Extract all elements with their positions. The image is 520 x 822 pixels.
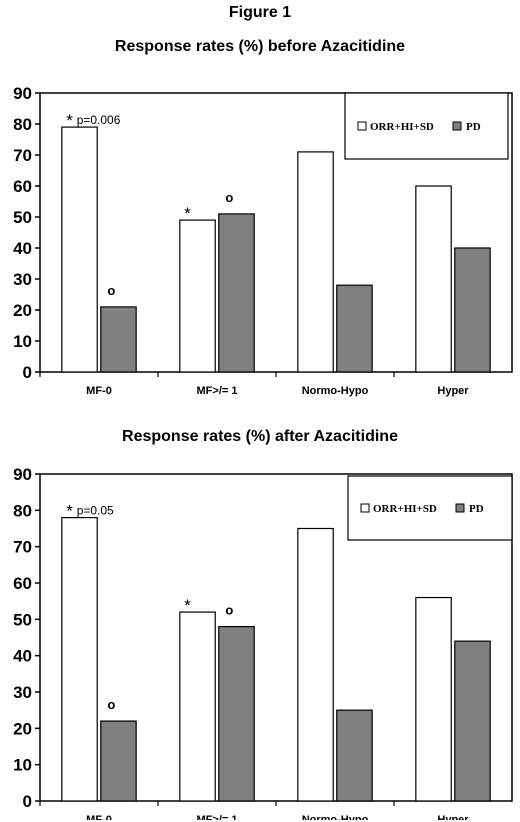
y-tick-label: 90 bbox=[13, 465, 32, 484]
significance-star: * bbox=[184, 596, 191, 615]
bar bbox=[336, 284, 373, 373]
circle-marker: o bbox=[107, 283, 115, 298]
legend-swatch-orr bbox=[357, 121, 367, 131]
bar bbox=[454, 247, 491, 373]
circle-marker: o bbox=[107, 697, 115, 712]
figure-title: Figure 1 bbox=[228, 4, 292, 21]
x-tick-label: MF-0 bbox=[86, 385, 112, 397]
y-tick-label: 20 bbox=[13, 301, 32, 320]
bar bbox=[61, 516, 98, 802]
legend-box bbox=[347, 475, 513, 541]
y-tick-label: 0 bbox=[23, 363, 32, 382]
y-tick-label: 0 bbox=[23, 792, 32, 811]
legend-swatch-orr bbox=[360, 503, 370, 513]
bar bbox=[415, 185, 452, 373]
bar bbox=[297, 151, 334, 373]
y-tick-label: 50 bbox=[13, 610, 32, 629]
legend-label-orr: ORR+HI+SD bbox=[373, 503, 437, 515]
y-tick-label: 70 bbox=[13, 538, 32, 557]
y-tick-label: 80 bbox=[13, 115, 32, 134]
legend-label-orr: ORR+HI+SD bbox=[370, 121, 434, 133]
x-tick-label: Normo-Hypo bbox=[302, 814, 369, 820]
y-tick-label: 20 bbox=[13, 719, 32, 738]
y-tick-label: 30 bbox=[13, 270, 32, 289]
legend-label-pd: PD bbox=[466, 121, 481, 133]
y-tick-label: 40 bbox=[13, 647, 32, 666]
x-tick-label: Hyper bbox=[437, 385, 469, 397]
y-tick-label: 70 bbox=[13, 146, 32, 165]
legend-box bbox=[344, 92, 509, 160]
y-tick-label: 50 bbox=[13, 208, 32, 227]
circle-marker: o bbox=[225, 190, 233, 205]
significance-star: * bbox=[66, 502, 73, 521]
bar bbox=[100, 720, 137, 802]
bar bbox=[454, 640, 491, 802]
bar bbox=[218, 626, 255, 802]
x-tick-label: MF>/= 1 bbox=[197, 385, 238, 397]
x-tick-label: MF-0 bbox=[86, 814, 112, 820]
y-tick-label: 80 bbox=[13, 501, 32, 520]
chart-before: 0 10 20 30 40 50 60 70 80 90 MF-0 MF>/= 1 Normo-Hypo… bbox=[13, 84, 513, 397]
bar bbox=[336, 709, 373, 802]
bar bbox=[179, 219, 216, 373]
y-tick-label: 60 bbox=[13, 574, 32, 593]
y-tick-label: 40 bbox=[13, 239, 32, 258]
legend-swatch-pd bbox=[455, 503, 465, 513]
y-tick-label: 30 bbox=[13, 683, 32, 702]
bar bbox=[179, 611, 216, 802]
bar bbox=[415, 596, 452, 802]
chart-title-before: Response rates (%) before Azacitidine bbox=[114, 38, 406, 55]
significance-star: * bbox=[184, 204, 191, 223]
bar bbox=[218, 213, 255, 373]
significance-star: * bbox=[66, 111, 73, 130]
p-value-label: p=0.006 bbox=[77, 113, 121, 127]
bar bbox=[100, 306, 137, 373]
y-tick-label: 10 bbox=[13, 756, 32, 775]
chart-title-after: Response rates (%) after Azacitidine bbox=[122, 428, 398, 445]
bar bbox=[61, 126, 98, 373]
legend-label-pd: PD bbox=[469, 503, 484, 515]
circle-marker: o bbox=[225, 603, 233, 618]
bar bbox=[297, 527, 334, 802]
legend-swatch-pd bbox=[452, 121, 462, 131]
x-tick-label: Normo-Hypo bbox=[302, 385, 369, 397]
chart-after: 0 10 20 30 40 50 60 70 80 90 MF-0 MF>/= 1 Normo-Hypo… bbox=[13, 465, 513, 820]
x-tick-label: Hyper bbox=[437, 814, 469, 820]
y-tick-label: 90 bbox=[13, 84, 32, 103]
p-value-label: p=0.05 bbox=[77, 504, 114, 518]
y-tick-label: 60 bbox=[13, 177, 32, 196]
y-tick-label: 10 bbox=[13, 332, 32, 351]
x-tick-label: MF>/= 1 bbox=[197, 814, 238, 820]
